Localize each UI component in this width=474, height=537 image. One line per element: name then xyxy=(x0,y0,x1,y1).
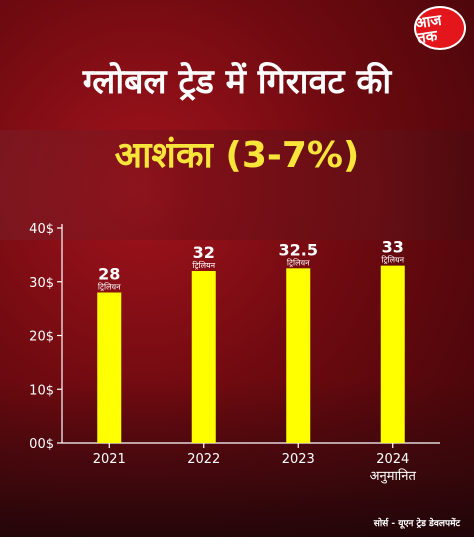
aaj-tak-logo: आज तक xyxy=(414,6,466,50)
page-title-line2: आशंका (3-7%) xyxy=(114,135,360,176)
x-tick-label: 2021 xyxy=(93,452,126,467)
bar-value-label: 32 xyxy=(193,243,215,262)
y-tick-label: 10$ xyxy=(29,383,54,398)
x-tick-sublabel: अनुमानित xyxy=(370,468,417,484)
bar-value-label: 33 xyxy=(382,238,404,257)
y-tick-label: 20$ xyxy=(29,330,54,345)
bar xyxy=(380,265,405,443)
y-tick-label: 00$ xyxy=(29,437,54,452)
bar-value-label: 32.5 xyxy=(279,240,318,259)
y-tick-label: 40$ xyxy=(29,222,54,237)
bar-unit-label: ट्रिलियन xyxy=(98,282,121,292)
bar-unit-label: ट्रिलियन xyxy=(192,260,215,270)
bar xyxy=(97,292,122,443)
x-tick-label: 2024 xyxy=(376,452,409,467)
page-title-line1: ग्लोबल ट्रेड में गिरावट की xyxy=(82,62,392,102)
bar xyxy=(191,271,216,443)
bar-unit-label: ट्रिलियन xyxy=(381,255,404,265)
bar-value-label: 28 xyxy=(98,265,120,284)
bar-unit-label: ट्रिलियन xyxy=(287,257,310,267)
x-tick-label: 2022 xyxy=(187,452,220,467)
bar xyxy=(286,268,311,443)
background-flags xyxy=(0,130,474,240)
source-credit: सोर्स - यूएन ट्रेड डेवलपमेंट xyxy=(373,519,460,529)
x-tick-label: 2023 xyxy=(282,452,315,467)
y-tick-label: 30$ xyxy=(29,276,54,291)
